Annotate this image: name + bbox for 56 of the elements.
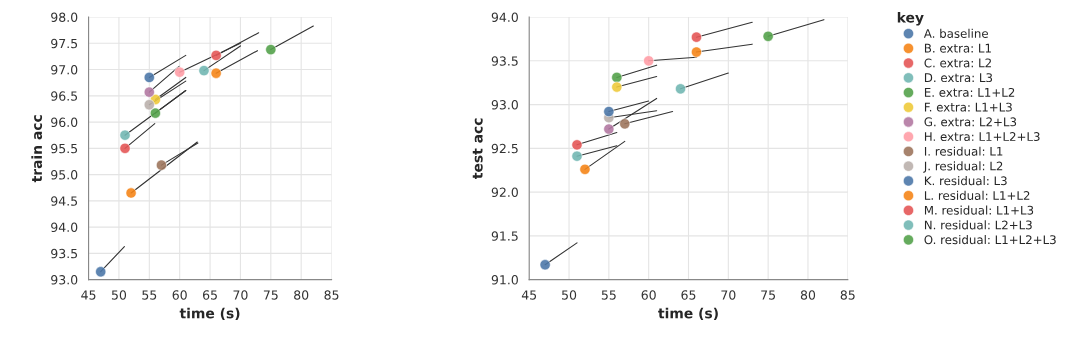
y-tick-label: 93.5 [51, 248, 78, 259]
y-tick-label: 93.0 [491, 100, 518, 110]
x-axis-title: time (s) [179, 307, 240, 321]
y-axis-title: test acc [472, 118, 483, 179]
legend-label: J. residual: L2 [923, 161, 1003, 173]
y-tick-label: 92.5 [491, 143, 518, 154]
x-tick-label: 85 [840, 290, 855, 300]
legend-label: M. residual: L1+L3 [924, 205, 1034, 215]
x-tick-label: 75 [263, 290, 278, 300]
legend-label: H. extra: L1+L2+L3 [924, 132, 1040, 142]
legend-label: B. extra: L1 [924, 43, 991, 53]
x-tick-label: 70 [721, 290, 736, 300]
y-tick-label: 92.0 [491, 187, 518, 198]
x-tick-label: 55 [142, 290, 157, 300]
y-tick-label: 94.5 [51, 196, 78, 206]
x-tick-label: 65 [681, 290, 696, 300]
y-tick-label: 96.5 [51, 91, 78, 101]
legend-label: E. extra: L1+L2 [924, 87, 1015, 97]
y-tick-label: 96.0 [51, 117, 78, 127]
x-tick-label: 50 [111, 290, 127, 300]
legend-label: N. residual: L2+L3 [924, 220, 1032, 230]
legend-title: key [897, 11, 924, 26]
x-tick-label: 75 [761, 290, 776, 300]
y-tick-label: 95.5 [51, 143, 78, 154]
legend-label: A. baseline [923, 28, 988, 38]
legend-label: F. extra: L1+L3 [924, 102, 1012, 112]
x-tick-label: 80 [800, 290, 816, 300]
y-axis-title: train acc [31, 115, 43, 183]
y-tick-label: 98.0 [51, 12, 78, 22]
y-tick-label: 91.0 [491, 275, 518, 285]
y-tick-label: 94.0 [51, 222, 78, 233]
y-tick-label: 93.0 [51, 275, 78, 285]
legend-label: K. residual: L3 [924, 176, 1007, 186]
x-tick-label: 60 [641, 290, 656, 300]
legend-label: L. residual: L1+L2 [924, 190, 1030, 200]
x-tick-label: 45 [81, 290, 96, 300]
x-tick-label: 50 [562, 290, 577, 300]
legend-label: D. extra: L3 [924, 73, 993, 83]
legend-label: O. residual: L1+L2+L3 [924, 235, 1056, 245]
y-tick-label: 97.5 [51, 38, 78, 49]
legend-label: G. extra: L2+L3 [924, 117, 1017, 127]
x-tick-label: 55 [601, 290, 616, 300]
x-axis-title: time (s) [658, 307, 718, 321]
y-tick-label: 91.5 [491, 231, 518, 241]
legend-label: I. residual: L1 [924, 146, 1003, 156]
x-tick-label: 70 [233, 290, 248, 300]
x-tick-label: 45 [521, 290, 537, 300]
x-tick-label: 65 [202, 290, 217, 300]
y-tick-label: 94.0 [491, 12, 518, 22]
y-tick-label: 93.5 [491, 56, 518, 66]
x-tick-label: 80 [294, 290, 309, 300]
x-tick-label: 60 [172, 290, 187, 300]
x-tick-label: 85 [324, 290, 339, 300]
y-tick-label: 95.0 [51, 170, 78, 180]
y-tick-label: 97.0 [51, 65, 78, 75]
legend-label: C. extra: L2 [924, 58, 991, 68]
